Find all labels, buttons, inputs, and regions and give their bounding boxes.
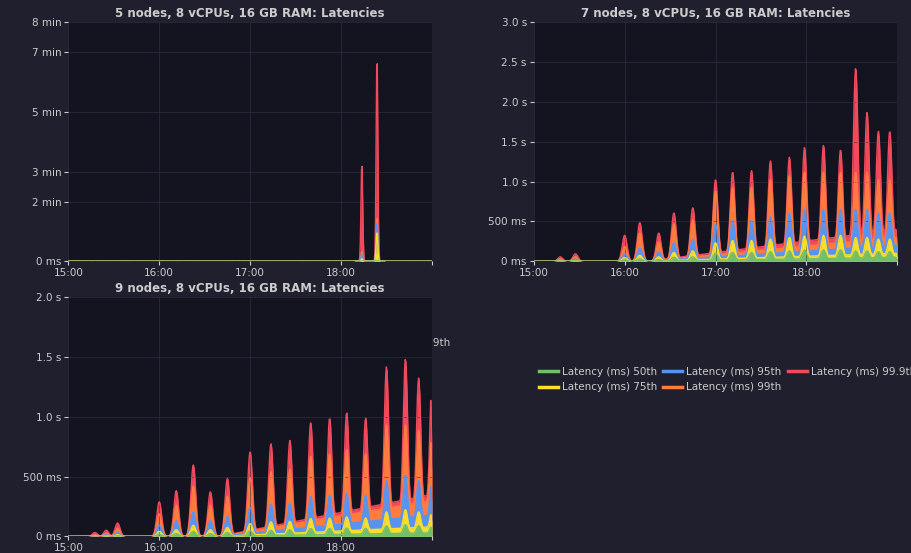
Title: 5 nodes, 8 vCPUs, 16 GB RAM: Latencies: 5 nodes, 8 vCPUs, 16 GB RAM: Latencies	[116, 7, 384, 19]
Legend: Latency (ms) 50th, Latency (ms) 75th, Latency (ms) 95th, Latency (ms) 99th, Late: Latency (ms) 50th, Latency (ms) 75th, La…	[74, 338, 451, 363]
Title: 9 nodes, 8 vCPUs, 16 GB RAM: Latencies: 9 nodes, 8 vCPUs, 16 GB RAM: Latencies	[116, 281, 384, 295]
Title: 7 nodes, 8 vCPUs, 16 GB RAM: Latencies: 7 nodes, 8 vCPUs, 16 GB RAM: Latencies	[581, 7, 850, 19]
Legend: Latency (ms) 50th, Latency (ms) 75th, Latency (ms) 95th, Latency (ms) 99th, Late: Latency (ms) 50th, Latency (ms) 75th, La…	[539, 367, 911, 392]
